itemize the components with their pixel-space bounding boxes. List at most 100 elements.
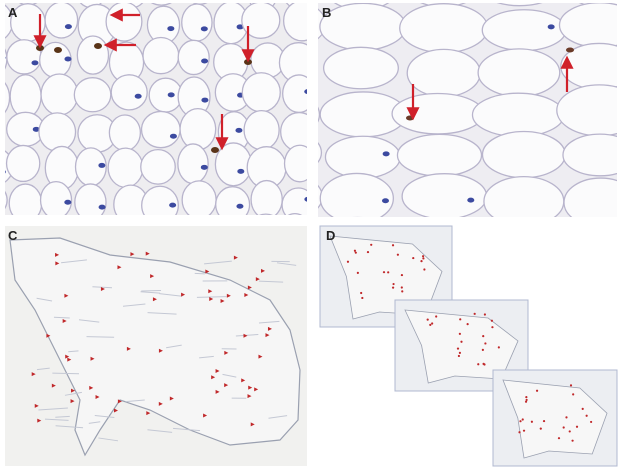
adipocyte bbox=[407, 49, 480, 96]
positive-nucleus bbox=[54, 47, 62, 53]
adipocyte bbox=[284, 1, 320, 41]
adipocyte bbox=[402, 174, 486, 219]
adipocyte bbox=[485, 219, 559, 269]
adipocyte bbox=[482, 10, 566, 51]
red-dot bbox=[572, 393, 574, 395]
red-dot bbox=[423, 268, 425, 270]
adipocyte bbox=[182, 181, 216, 219]
red-dot bbox=[354, 250, 356, 252]
red-dot bbox=[422, 257, 424, 259]
adipocyte bbox=[215, 143, 251, 186]
adipocyte bbox=[149, 78, 182, 112]
adipocyte bbox=[143, 38, 179, 74]
adipocyte bbox=[320, 173, 393, 223]
red-dot bbox=[459, 333, 461, 335]
adipocyte bbox=[108, 148, 143, 187]
red-dot bbox=[392, 286, 394, 288]
panel-label: B bbox=[322, 5, 331, 20]
nucleus bbox=[168, 92, 175, 97]
red-dot bbox=[474, 313, 476, 315]
nucleus bbox=[64, 200, 71, 205]
red-dot bbox=[367, 251, 369, 253]
red-dot bbox=[563, 426, 565, 428]
nucleus bbox=[235, 128, 242, 133]
red-dot bbox=[484, 342, 486, 344]
nucleus bbox=[236, 204, 243, 209]
red-dot bbox=[536, 390, 538, 392]
red-dot bbox=[518, 431, 520, 433]
adipocyte bbox=[75, 184, 106, 221]
red-dot bbox=[531, 421, 533, 423]
red-dot bbox=[467, 323, 469, 325]
red-dot bbox=[590, 421, 592, 423]
red-dot bbox=[370, 244, 372, 246]
nucleus bbox=[201, 165, 208, 170]
red-dot bbox=[460, 341, 462, 343]
red-dot bbox=[491, 320, 493, 322]
adipocyte bbox=[400, 4, 488, 53]
red-dot bbox=[565, 416, 567, 418]
adipocyte bbox=[142, 111, 181, 147]
adipocyte bbox=[45, 2, 78, 38]
red-dot bbox=[525, 396, 527, 398]
red-dot bbox=[491, 326, 493, 328]
adipocyte bbox=[141, 150, 175, 184]
red-dot bbox=[361, 297, 363, 299]
nucleus bbox=[201, 26, 208, 31]
red-dot bbox=[392, 244, 394, 246]
hatch bbox=[141, 290, 161, 291]
adipocyte bbox=[484, 177, 564, 227]
nucleus bbox=[31, 60, 38, 65]
positive-nucleus bbox=[36, 45, 44, 51]
nucleus bbox=[0, 55, 5, 60]
red-dot bbox=[522, 418, 524, 420]
red-dot bbox=[519, 420, 521, 422]
red-dot bbox=[525, 401, 527, 403]
red-dot bbox=[360, 292, 362, 294]
positive-nucleus bbox=[94, 43, 102, 49]
red-dot bbox=[570, 384, 572, 386]
red-dot bbox=[392, 283, 394, 285]
adipocyte bbox=[7, 145, 40, 181]
red-dot bbox=[558, 437, 560, 439]
red-dot bbox=[459, 318, 461, 320]
red-dot bbox=[477, 363, 479, 365]
red-dot bbox=[422, 255, 424, 257]
nucleus bbox=[237, 169, 244, 174]
red-dot bbox=[569, 430, 571, 432]
nucleus bbox=[548, 24, 555, 29]
adipocyte bbox=[244, 111, 279, 150]
adipocyte bbox=[320, 3, 406, 50]
adipocyte bbox=[10, 75, 41, 118]
nucleus bbox=[170, 134, 177, 139]
red-dot bbox=[458, 355, 460, 357]
figure: A B C D bbox=[0, 0, 619, 468]
adipocyte bbox=[242, 73, 280, 112]
red-dot bbox=[576, 426, 578, 428]
nucleus bbox=[201, 98, 208, 103]
adipocyte bbox=[178, 40, 209, 74]
nucleus bbox=[167, 26, 174, 31]
adipocyte bbox=[283, 75, 315, 112]
red-dot bbox=[435, 315, 437, 317]
red-dot bbox=[427, 319, 429, 321]
red-dot bbox=[412, 257, 414, 259]
positive-nucleus bbox=[566, 48, 574, 53]
nucleus bbox=[169, 203, 176, 208]
adipocyte bbox=[182, 4, 212, 41]
red-dot bbox=[401, 274, 403, 276]
adipocyte bbox=[285, 145, 315, 182]
nucleus bbox=[382, 198, 389, 203]
red-dot bbox=[482, 335, 484, 337]
nucleus bbox=[0, 197, 5, 202]
nucleus bbox=[99, 205, 106, 210]
red-dot bbox=[357, 272, 359, 274]
red-dot bbox=[482, 349, 484, 351]
adipocyte bbox=[472, 93, 563, 136]
adipocyte bbox=[397, 134, 481, 176]
adipocyte bbox=[478, 49, 560, 97]
red-dot bbox=[498, 346, 500, 348]
adipocyte bbox=[483, 131, 566, 177]
nucleus bbox=[467, 198, 474, 203]
panel-label: D bbox=[326, 228, 335, 243]
